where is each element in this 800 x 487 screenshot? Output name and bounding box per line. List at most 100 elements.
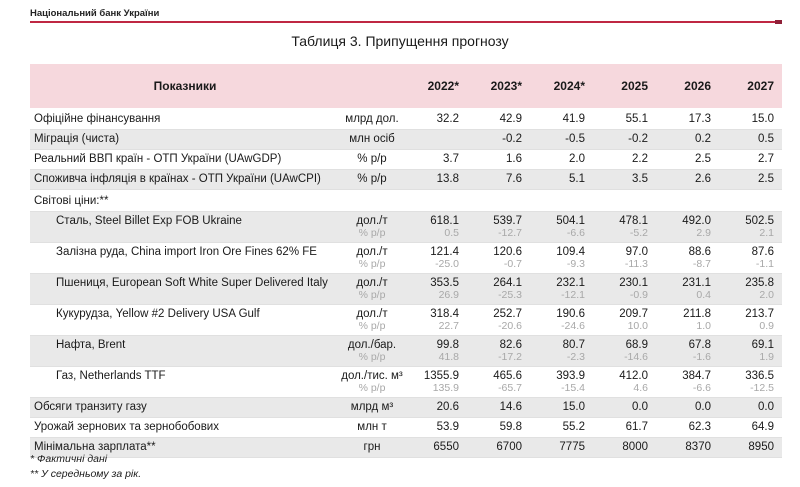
footnote-actual-data: * Фактичні дані (30, 453, 108, 465)
value-cell: 0.0 (593, 398, 656, 418)
value-cell: 318.4 22.7 (404, 305, 467, 336)
value-cell: 109.4 -9.3 (530, 243, 593, 274)
indicator-label: Сталь, Steel Billet Exp FOB Ukraine (56, 215, 242, 227)
indicator-label: Залізна руда, China import Iron Ore Fine… (56, 246, 317, 258)
value-cell: 353.5 26.9 (404, 274, 467, 305)
section-label: Світові ціни:** (34, 195, 109, 207)
value: 2.5 (695, 153, 711, 165)
value-cell: 55.2 (530, 418, 593, 438)
value-sub: -2.3 (566, 351, 585, 363)
value-cell: 7.6 (467, 170, 530, 190)
value: 618.1 (430, 215, 459, 227)
unit-cell: млрд м³ (340, 398, 404, 418)
value-cell: 5.1 (530, 170, 593, 190)
value: 7.6 (506, 173, 522, 185)
value-cell: 8370 (656, 438, 719, 458)
indicator-label: Реальний ВВП країн - ОТП України (UAwGDP… (34, 153, 282, 165)
column-header-year: 2027 (719, 64, 782, 110)
value: 61.7 (625, 421, 648, 433)
value-sub: 0.5 (444, 227, 459, 239)
unit-label: млрд дол. (345, 113, 399, 125)
table-row: Залізна руда, China import Iron Ore Fine… (30, 243, 782, 274)
column-header-indicators: Показники (30, 64, 340, 110)
value-cell: 211.8 1.0 (656, 305, 719, 336)
value-cell: 231.1 0.4 (656, 274, 719, 305)
value: 14.6 (499, 401, 522, 413)
value-cell: 0.0 (719, 398, 782, 418)
value-cell: 97.0 -11.3 (593, 243, 656, 274)
indicator-label: Газ, Netherlands TTF (56, 370, 166, 382)
table-row: Обсяги транзиту газу млрд м³ 20.6 14.6 15.0 0… (30, 397, 782, 418)
table-row: Реальний ВВП країн - ОТП України (UAwGDP… (30, 150, 782, 170)
value-cell: 2.6 (656, 170, 719, 190)
unit-label: дол./бар. (347, 339, 397, 351)
value-cell: 232.1 -12.1 (530, 274, 593, 305)
value-sub: -1.1 (755, 258, 774, 270)
value: 0.0 (632, 401, 648, 413)
unit-label: дол./т (356, 308, 388, 320)
unit-sub-label: % р/р (358, 289, 386, 301)
value-cell: 69.1 1.9 (719, 336, 782, 367)
column-header-year: 2026 (656, 64, 719, 110)
value: 336.5 (745, 370, 774, 382)
value-cell: 88.6 -8.7 (656, 243, 719, 274)
indicator-label: Пшениця, European Soft White Super Deliv… (56, 277, 328, 289)
value: 478.1 (619, 215, 648, 227)
table-row: Нафта, Brent дол./бар.% р/р 99.8 41.8 82.6 -1… (30, 335, 782, 367)
value-cell: -0.5 (530, 130, 593, 150)
unit-cell: % р/р (340, 150, 404, 170)
value: 0.0 (758, 401, 774, 413)
unit-cell: дол./бар.% р/р (340, 336, 404, 367)
value-cell: 6550 (404, 438, 467, 458)
column-header-units (340, 64, 404, 110)
value-cell: 41.9 (530, 109, 593, 130)
value: 59.8 (499, 421, 522, 433)
value-sub: 1.0 (696, 320, 711, 332)
brand-rule-divider (30, 20, 782, 24)
value-cell: 412.0 4.6 (593, 367, 656, 398)
column-header-year: 2025 (593, 64, 656, 110)
value-cell: -0.2 (593, 130, 656, 150)
value: 504.1 (556, 215, 585, 227)
value: -0.2 (502, 133, 522, 145)
value: 6550 (433, 441, 459, 453)
value-cell: 121.4 -25.0 (404, 243, 467, 274)
value-sub: 22.7 (438, 320, 459, 332)
unit-label: млн осіб (349, 133, 395, 145)
value-sub: -15.4 (561, 382, 585, 394)
value-cell: 64.9 (719, 418, 782, 438)
value-cell: 2.5 (656, 150, 719, 170)
value-cell: 82.6 -17.2 (467, 336, 530, 367)
column-header-year: 2023* (467, 64, 530, 110)
value-cell: 2.2 (593, 150, 656, 170)
value: 87.6 (751, 246, 774, 258)
value-sub: -65.7 (498, 382, 522, 394)
value-cell: 235.8 2.0 (719, 274, 782, 305)
value-sub: -12.1 (561, 289, 585, 301)
value-cell: 384.7 -6.6 (656, 367, 719, 398)
value-cell: 42.9 (467, 109, 530, 130)
unit-sub-label: % р/р (358, 382, 386, 394)
column-header-year: 2024* (530, 64, 593, 110)
unit-cell: дол./тис. м³% р/р (340, 367, 404, 398)
value-sub: 10.0 (627, 320, 648, 332)
value-sub: -8.7 (692, 258, 711, 270)
value: 0.0 (695, 401, 711, 413)
unit-label: дол./т (356, 246, 388, 258)
value-sub: -17.2 (498, 351, 522, 363)
indicator-label: Обсяги транзиту газу (34, 401, 147, 413)
value: 230.1 (619, 277, 648, 289)
value: 15.0 (562, 401, 585, 413)
footnotes: * Фактичні дані ** У середньому за рік. (30, 452, 141, 482)
value: 353.5 (430, 277, 459, 289)
value: 15.0 (751, 113, 774, 125)
value-cell: 393.9 -15.4 (530, 367, 593, 398)
value-sub: 2.9 (696, 227, 711, 239)
value-cell: 99.8 41.8 (404, 336, 467, 367)
unit-cell: млн осіб (340, 130, 404, 150)
value: 42.9 (499, 113, 522, 125)
value-cell: 120.6 -0.7 (467, 243, 530, 274)
table-row: Мінімальна зарплата** грн 6550 6700 7775 8000… (30, 437, 782, 458)
value-cell: 209.7 10.0 (593, 305, 656, 336)
value: 232.1 (556, 277, 585, 289)
